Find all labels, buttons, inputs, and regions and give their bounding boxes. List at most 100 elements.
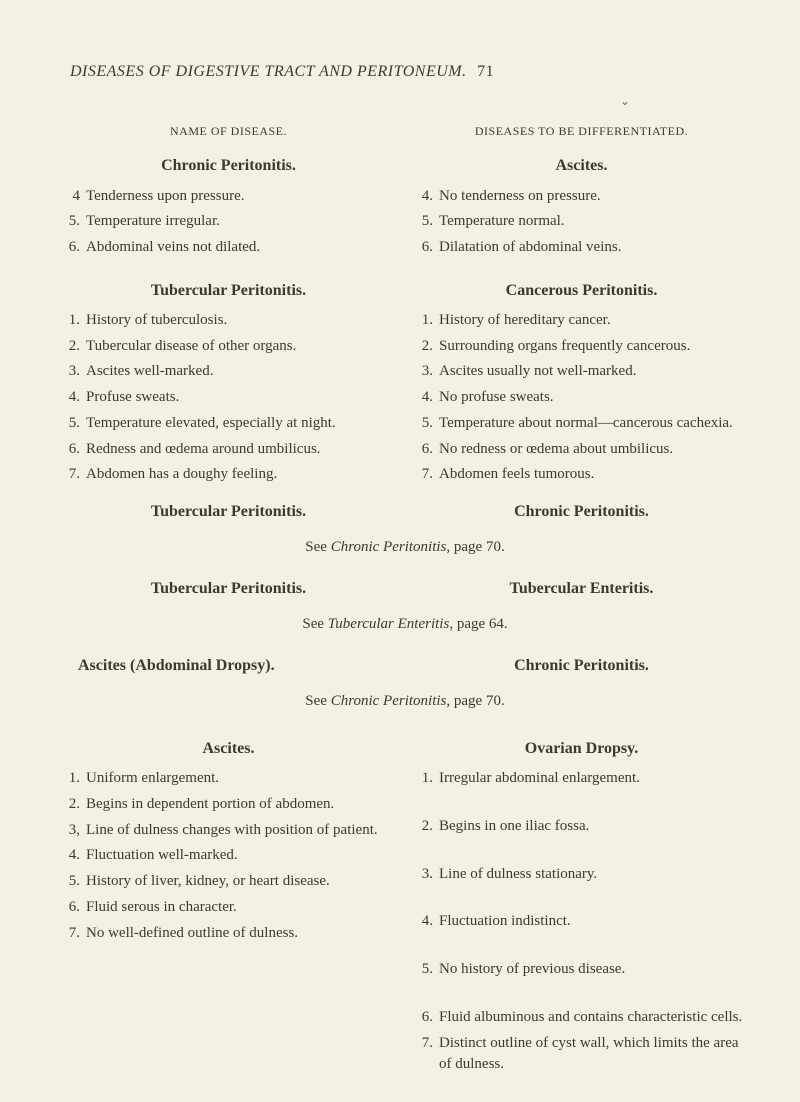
- item-number: 4.: [60, 387, 80, 409]
- item-text: Line of dulness changes with po­sition o…: [86, 820, 378, 842]
- item-text: Tubercular disease of other organs.: [86, 336, 296, 358]
- running-head-text: DISEASES OF DIGESTIVE TRACT AND PERITONE…: [70, 63, 467, 80]
- pair1-left: Tubercular Peritonitis.: [60, 500, 397, 523]
- item-text: Temperature irregular.: [86, 211, 220, 233]
- item-number: 4.: [413, 186, 433, 208]
- item-number: 3.: [413, 864, 433, 886]
- item-text: Temperature normal.: [439, 211, 565, 233]
- item-number: 5.: [413, 413, 433, 435]
- block2-right-list: 1.History of hereditary cancer. 2. Surroun…: [413, 310, 750, 486]
- item-text: Fluctuation indistinct.: [439, 911, 571, 933]
- list-item: 1.History of hereditary cancer.: [413, 310, 750, 332]
- item-number: 1.: [413, 768, 433, 790]
- item-number: 7.: [413, 464, 433, 486]
- see-ref-1: See Chronic Peritonitis, page 70.: [60, 537, 750, 559]
- col-head-right: DISEASES TO BE DIFFERENTIATED.: [413, 123, 750, 140]
- list-item: 2. Surrounding organs frequently can­cero…: [413, 336, 750, 358]
- list-item: 1. History of tuberculosis.: [60, 310, 397, 332]
- ref2-ital: Tubercular Enteritis: [328, 616, 450, 632]
- item-number: 3.: [413, 361, 433, 383]
- item-text: Begins in one iliac fossa.: [439, 816, 589, 838]
- item-number: 2.: [60, 336, 80, 358]
- item-text: Distinct outline of cyst wall, which lim…: [439, 1033, 750, 1077]
- col-head-left: NAME OF DISEASE.: [60, 123, 397, 140]
- list-item: 4 Tenderness upon pressure.: [60, 186, 397, 208]
- subhead-chronic-peritonitis: Chronic Peritonitis.: [60, 154, 397, 177]
- ref2-post: , page 64.: [449, 616, 507, 632]
- item-number: 6.: [60, 897, 80, 919]
- subhead-tubercular-peritonitis: Tubercular Peritonitis.: [60, 279, 397, 302]
- item-text: No profuse sweats.: [439, 387, 554, 409]
- list-item: 5. Temperature normal.: [413, 211, 750, 233]
- list-item: 3. Line of dulness stationary.: [413, 864, 750, 886]
- list-item: 6.Abdominal veins not dilated.: [60, 237, 397, 259]
- item-number: 2.: [413, 336, 433, 358]
- list-item: 7.Distinct outline of cyst wall, which l…: [413, 1033, 750, 1077]
- block-chronic-ascites: Chronic Peritonitis. 4 Tenderness upon pr…: [60, 144, 750, 262]
- list-item: 6.Redness and œdema around um­bilicus.: [60, 439, 397, 461]
- pair3-right: Chronic Peritonitis.: [413, 654, 750, 677]
- block-tubercular-cancerous: Tubercular Peritonitis. 1. History of tub…: [60, 269, 750, 490]
- page: DISEASES OF DIGESTIVE TRACT AND PERITONE…: [0, 0, 800, 1102]
- item-number: 2.: [413, 816, 433, 838]
- subhead-ascites-2: Ascites.: [60, 737, 397, 760]
- list-item: 5.Temperature elevated, especially at ni…: [60, 413, 397, 435]
- item-text: Begins in dependent portion of abdomen.: [86, 794, 334, 816]
- item-number: 6.: [413, 237, 433, 259]
- column-headers: NAME OF DISEASE. DISEASES TO BE DIFFEREN…: [60, 123, 750, 144]
- item-number: 1.: [60, 310, 80, 332]
- list-item: 4.Fluctuation well-marked.: [60, 845, 397, 867]
- list-item: 7. Abdomen has a doughy feeling.: [60, 464, 397, 486]
- ref3-post: , page 70.: [446, 693, 504, 709]
- block1-right-list: 4.No tenderness on pressure.5.Temperatur…: [413, 186, 750, 259]
- page-number: 71: [477, 63, 494, 80]
- item-number: 7.: [60, 923, 80, 945]
- see-ref-2: See Tubercular Enteritis, page 64.: [60, 614, 750, 636]
- item-number: 1.: [413, 310, 433, 332]
- item-number: 3,: [60, 820, 80, 842]
- pair2-right: Tubercular Enteritis.: [413, 577, 750, 600]
- item-number: 7.: [60, 464, 80, 486]
- item-text: Fluid serous in character.: [86, 897, 237, 919]
- see-ref-3: See Chronic Peritonitis, page 70.: [60, 691, 750, 713]
- list-item: 1.Uniform enlargement.: [60, 768, 397, 790]
- item-text: Tenderness upon pressure.: [86, 186, 245, 208]
- pair-tubercular-chronic: Tubercular Peritonitis. Chronic Peritoni…: [60, 496, 750, 531]
- list-item: 6.No redness or œdema about um­bilicus.: [413, 439, 750, 461]
- pair-tubercular-enteritis: Tubercular Peritonitis. Tubercular Enter…: [60, 573, 750, 608]
- ref1-post: , page 70.: [446, 539, 504, 555]
- item-text: Line of dulness stationary.: [439, 864, 597, 886]
- block3-right-list: 1. Irregular abdominal enlargement. 2. Begi…: [413, 768, 750, 1076]
- list-item: 3.Ascites well-marked.: [60, 361, 397, 383]
- list-item: 5.History of liver, kidney, or heart dis…: [60, 871, 397, 893]
- list-item: 4.Fluctuation indistinct.: [413, 911, 750, 933]
- list-item: 3.Ascites usually not well-marked.: [413, 361, 750, 383]
- item-text: No history of previous disease.: [439, 959, 625, 981]
- item-text: Dilatation of abdominal veins.: [439, 237, 621, 259]
- pair2-left: Tubercular Peritonitis.: [60, 577, 397, 600]
- item-text: Abdomen has a doughy feeling.: [86, 464, 277, 486]
- item-number: 5.: [60, 871, 80, 893]
- list-item: 7. No well-defined outline of dul­ness.: [60, 923, 397, 945]
- item-text: Abdomen feels tumorous.: [439, 464, 594, 486]
- ref3-ital: Chronic Peritonitis: [331, 693, 447, 709]
- item-number: 4: [60, 186, 80, 208]
- list-item: 5. Temperature irregular.: [60, 211, 397, 233]
- item-number: 7.: [413, 1033, 433, 1077]
- item-text: Redness and œdema around um­bilicus.: [86, 439, 321, 461]
- item-number: 5.: [413, 211, 433, 233]
- item-number: 6.: [413, 439, 433, 461]
- item-text: Profuse sweats.: [86, 387, 179, 409]
- list-item: 4. Profuse sweats.: [60, 387, 397, 409]
- item-text: Surrounding organs frequently can­cerous…: [439, 336, 690, 358]
- item-text: Fluid albuminous and contains characteri…: [439, 1007, 742, 1029]
- ref1-pre: See: [305, 539, 330, 555]
- item-text: Irregular abdominal enlargement.: [439, 768, 640, 790]
- pair-ascites-chronic: Ascites (Abdominal Dropsy). Chronic Peri…: [60, 650, 750, 685]
- item-number: 5.: [60, 211, 80, 233]
- running-head: DISEASES OF DIGESTIVE TRACT AND PERITONE…: [60, 60, 750, 83]
- item-text: History of tuberculosis.: [86, 310, 227, 332]
- item-number: 1.: [60, 768, 80, 790]
- list-item: 5.Temperature about normal—can­cerous ca…: [413, 413, 750, 435]
- item-text: No well-defined outline of dul­ness.: [86, 923, 298, 945]
